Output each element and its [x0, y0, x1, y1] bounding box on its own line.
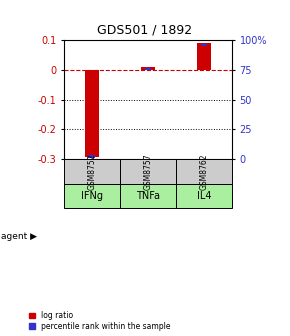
Text: GSM8752: GSM8752	[87, 153, 96, 190]
Legend: log ratio, percentile rank within the sample: log ratio, percentile rank within the sa…	[27, 309, 172, 332]
FancyBboxPatch shape	[64, 183, 120, 208]
Text: IL4: IL4	[197, 191, 211, 201]
Bar	[85, 70, 99, 158]
Bar	[144, 68, 151, 70]
FancyBboxPatch shape	[176, 159, 232, 183]
Text: GSM8757: GSM8757	[143, 153, 153, 190]
Bar	[141, 67, 155, 70]
FancyBboxPatch shape	[120, 159, 176, 183]
Text: GSM8762: GSM8762	[200, 153, 209, 190]
Bar	[197, 43, 211, 70]
Bar	[201, 44, 207, 46]
Text: TNFa: TNFa	[136, 191, 160, 201]
Text: agent ▶: agent ▶	[1, 233, 37, 241]
Text: GDS501 / 1892: GDS501 / 1892	[97, 24, 193, 37]
FancyBboxPatch shape	[120, 183, 176, 208]
Bar	[88, 155, 95, 158]
Text: IFNg: IFNg	[81, 191, 103, 201]
FancyBboxPatch shape	[176, 183, 232, 208]
FancyBboxPatch shape	[64, 159, 120, 183]
